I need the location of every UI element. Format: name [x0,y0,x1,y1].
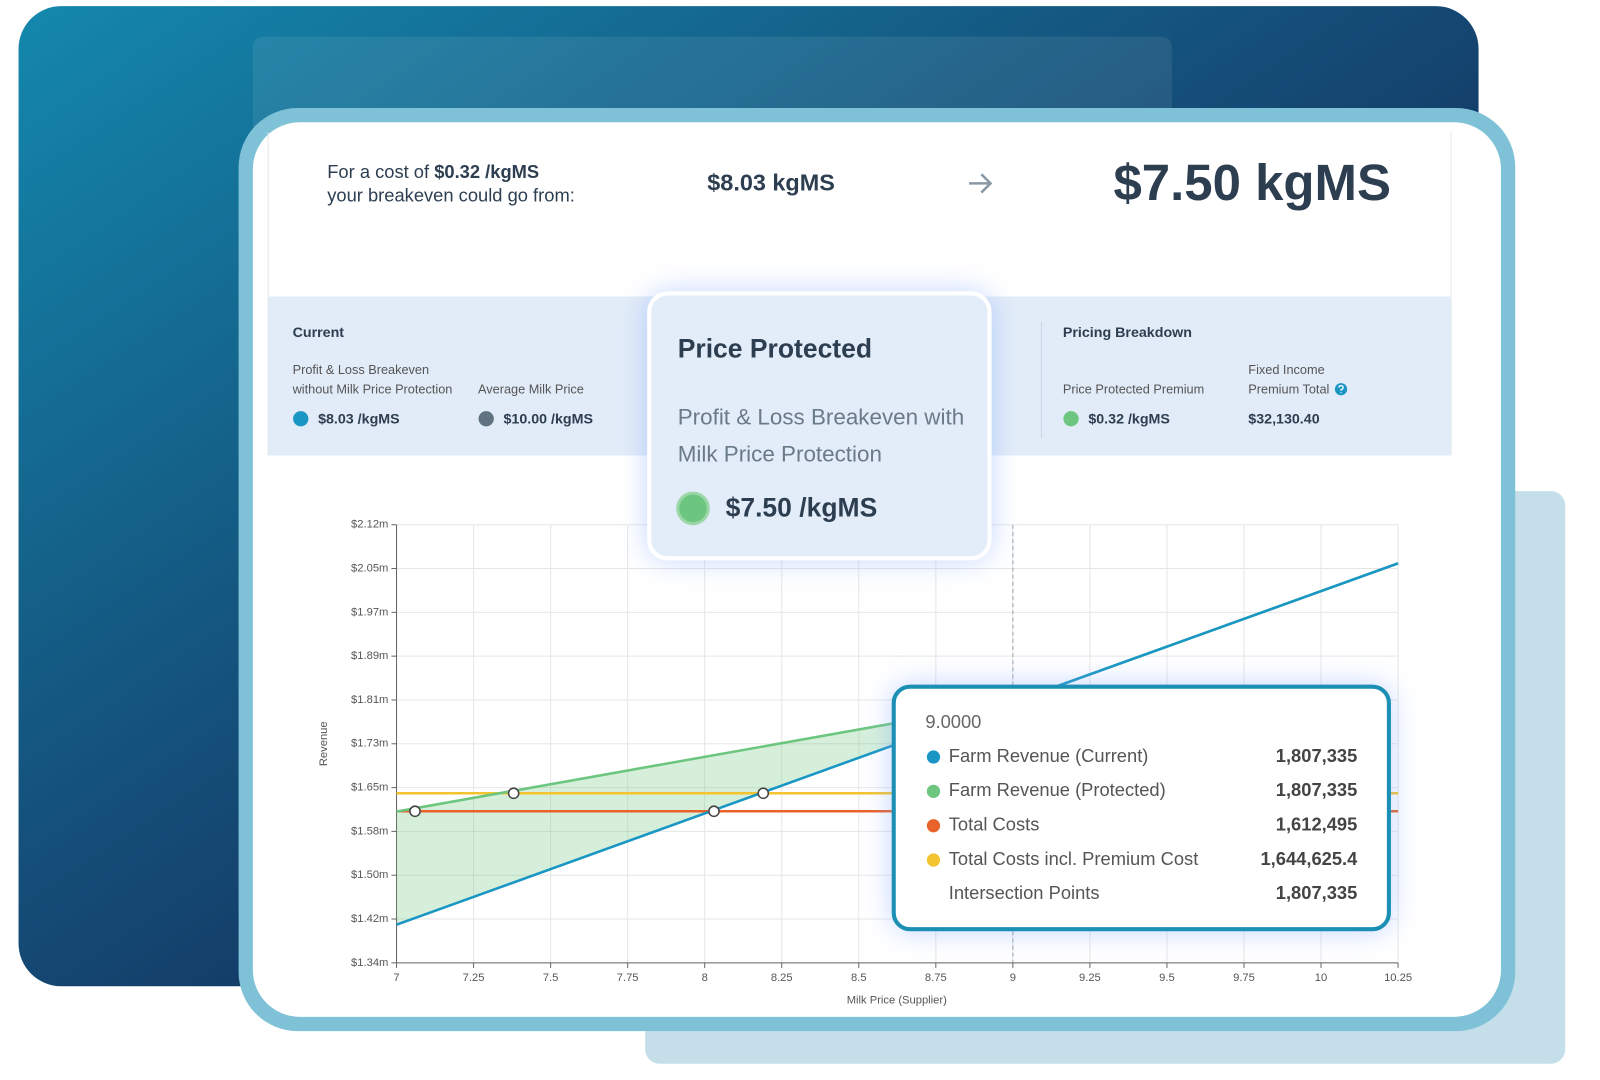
x-tick-label: 8.25 [771,972,793,984]
dot [676,491,710,526]
popup-box [647,291,992,561]
tooltip-value: 1,807,335 [1276,882,1358,903]
tooltip-value: 1,644,625.4 [1260,848,1358,869]
x-tick-label: 9.25 [1079,972,1101,984]
intersection-point [409,805,421,818]
value: $10.00 /kgMS [504,412,594,428]
breakeven-from: $8.03 kgMS [707,170,835,196]
tooltip-value: 1,807,335 [1276,779,1358,800]
x-tick-label: 8 [702,972,708,984]
label: Profit & Loss Breakeven [293,362,429,377]
dot [1063,411,1079,427]
cost-suffix: your breakeven could go from: [327,184,575,205]
x-tick-label: 9 [1010,972,1016,984]
x-tick-label: 10 [1315,972,1327,984]
dot [293,411,309,427]
x-tick-label: 8.75 [925,972,947,984]
value: $0.32 /kgMS [1088,412,1170,428]
popup-label: Milk Price Protection [678,441,882,466]
value: $32,130.40 [1248,412,1319,428]
x-tick-label: 9.75 [1233,972,1255,984]
y-tick-label: $1.50m [351,869,388,881]
x-tick-label: 10.25 [1384,972,1412,984]
y-tick-label: $1.65m [351,782,388,794]
popup [647,291,992,561]
popup-label: Profit & Loss Breakeven with [678,405,964,430]
y-tick-label: $1.58m [351,825,388,837]
legend-entry: Farm Revenue (Protected) [949,779,1166,800]
intersection-point [708,805,720,818]
x-tick-label: 9.5 [1159,972,1175,984]
x-tick-label: 7.75 [617,972,639,984]
legend-dot [926,750,941,764]
y-tick-label: $1.97m [351,606,388,618]
intersection-point [757,787,770,800]
legend-entry: Farm Revenue (Current) [949,745,1149,766]
y-axis-title: Revenue [318,721,330,766]
popup-title: Price Protected [678,333,872,363]
help-glyph [1338,384,1344,394]
popup-value: $7.50 /kgMS [726,492,878,522]
x-tick-label: 7.25 [463,972,485,984]
value: $8.03 /kgMS [318,412,400,428]
tooltip-value: 1,612,495 [1276,814,1358,835]
legend-entry: Total Costs incl. Premium Cost [949,848,1199,869]
tooltip-box [891,684,1391,932]
legend-entry: Total Costs [949,814,1040,835]
label: Average Milk Price [478,382,584,397]
x-axis-title: Milk Price (Supplier) [847,994,947,1006]
section-title: Current [293,325,345,341]
dot [478,411,494,427]
tooltip-value: 1,807,335 [1276,745,1358,766]
tooltip-title: 9.0000 [925,711,981,732]
label: Fixed Income [1248,362,1324,377]
tooltip-frame [891,684,1391,932]
cost-prefix: For a cost of [327,161,430,182]
section-title: Pricing Breakdown [1063,325,1192,341]
tooltip: 9.0000 Farm Revenue (Current) 1,807,335 Fa… [891,684,1391,932]
label: Premium Total [1248,382,1329,397]
intersection-point [507,787,520,800]
cost: $0.32 /kgMS [434,161,539,182]
label: Price Protected Premium [1063,382,1204,397]
legend-entry: Intersection Points [949,882,1100,903]
help-icon[interactable] [1334,383,1348,396]
breakeven-to: $7.50 kgMS [1113,154,1390,211]
y-tick-label: $1.89m [351,650,388,662]
legend-dot [926,784,941,798]
y-tick-label: $1.42m [351,913,388,925]
y-tick-label: $2.05m [351,562,388,574]
x-tick-label: 7.5 [543,972,559,984]
cost-text: For a cost of $0.32 /kgMS [327,161,539,182]
y-tick-label: $1.73m [351,738,388,750]
label: without Milk Price Protection [292,382,453,397]
legend-dot [926,853,941,867]
x-tick-label: 8.5 [851,972,867,984]
x-tick-label: 7 [393,972,399,984]
legend-dot [926,819,941,833]
arrow [969,173,993,194]
y-tick-label: $2.12m [351,519,388,531]
y-tick-label: $1.34m [351,957,388,969]
y-tick-label: $1.81m [351,694,388,706]
